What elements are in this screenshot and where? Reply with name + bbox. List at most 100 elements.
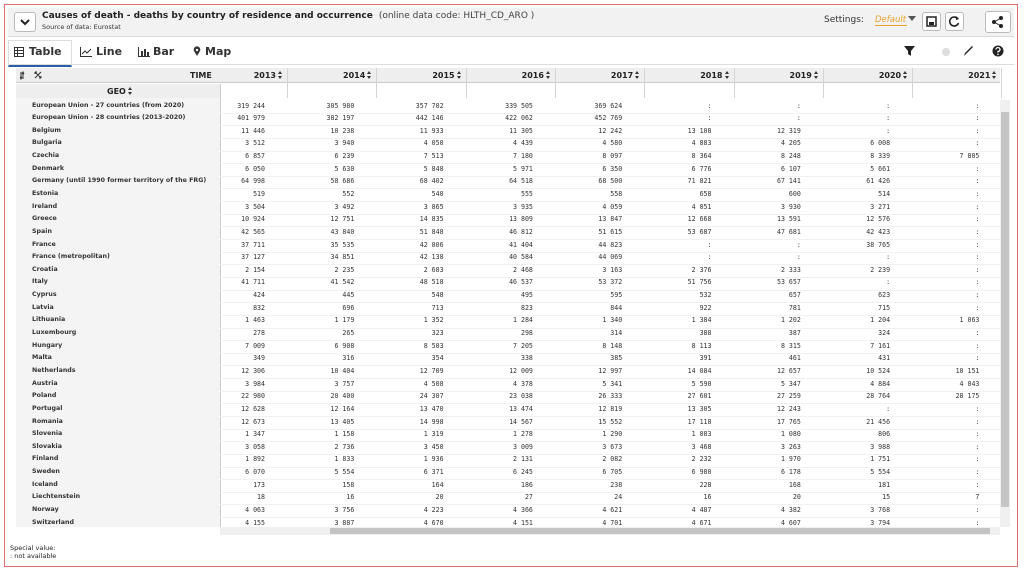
row-line [220,125,1000,127]
row-line [220,466,1000,468]
year-header[interactable]: 2013 [213,71,283,80]
share-icon [992,16,1003,28]
tab-map[interactable]: Map [205,45,232,58]
collapse-button[interactable] [14,12,36,32]
year-header[interactable]: 2017 [570,71,640,80]
cell-value: : [975,404,980,413]
cell-value: : [796,114,801,123]
cell-value: 10 238 [330,126,355,135]
cell-value: 28 764 [866,392,891,401]
cell-value: 844 [610,303,623,312]
cell-value: 3 940 [334,139,355,148]
pivot-icons[interactable] [20,71,46,80]
cell-value: 552 [342,189,355,198]
vertical-thumb[interactable] [1001,112,1009,507]
cell-value: 47 681 [776,227,801,236]
geo-label: Italy [32,278,48,286]
cell-value: : [975,164,980,173]
sort-icon[interactable] [545,71,551,79]
sort-icon[interactable] [367,71,372,79]
geo-label: Latvia [32,303,54,311]
sort-icon[interactable] [635,71,640,79]
cell-value: 388 [699,329,712,338]
help-icon[interactable] [992,45,1004,57]
row-line [220,352,1000,354]
sort-icon[interactable] [903,71,908,79]
cell-value: 8 315 [780,341,801,350]
sort-icon[interactable] [724,71,730,79]
cell-value: 13 847 [598,215,623,224]
geo-label: Slovenia [32,430,63,438]
cell-value: 37 711 [241,240,265,249]
cell-value: 387 [788,329,801,338]
cell-value: 5 971 [513,164,533,173]
cell-value: : [886,126,891,135]
cell-value: 8 097 [602,152,623,161]
cell-value: 11 446 [241,126,265,135]
cell-value: 12 628 [241,404,265,413]
tab-table[interactable]: Table [29,45,62,58]
cell-value: 445 [342,291,355,300]
cell-value: 401 979 [237,114,265,123]
column-divider [1001,68,1003,98]
year-header[interactable]: 2018 [660,71,730,80]
cell-value: 3 271 [870,202,891,211]
cell-value: 2 376 [691,265,712,274]
cell-value: 3 756 [334,505,355,514]
cell-value: 452 769 [594,114,623,123]
edit-icon[interactable] [962,45,974,57]
cell-value: 3 163 [602,265,623,274]
year-header[interactable]: 2019 [749,71,819,80]
geo-label: Netherlands [32,366,76,374]
cell-value: 1 384 [691,316,712,325]
cell-value: : [975,341,980,350]
cell-value: 1 340 [602,316,623,325]
reset-button[interactable] [945,12,964,31]
cell-value: 8 503 [423,341,444,350]
filter-icon[interactable] [904,46,916,57]
cell-value: 2 082 [602,455,623,464]
sort-icon[interactable] [456,71,462,79]
year-label: 2017 [610,71,634,80]
cell-value: 7 180 [513,152,533,161]
cell-value: : [975,442,980,451]
cell-value: 14 084 [687,366,712,375]
share-button[interactable] [985,11,1011,33]
cell-value: 4 050 [423,139,444,148]
cell-value: 38 765 [866,240,891,249]
tab-bar[interactable]: Bar [153,45,175,58]
cell-value: 4 487 [691,505,712,514]
row-line [220,137,1000,139]
cell-value: : [975,253,980,262]
cell-value: 6 350 [602,164,623,173]
sort-icon[interactable] [992,71,997,79]
year-header[interactable]: 2015 [392,71,462,80]
tab-line[interactable]: Line [96,45,123,58]
cell-value: 5 554 [870,468,891,477]
cell-value: 3 794 [870,518,891,527]
cell-value: 422 062 [505,114,533,123]
save-icon [926,16,937,27]
cell-value: 4 223 [423,505,444,514]
sort-icon[interactable] [278,71,283,79]
year-header[interactable]: 2014 [302,71,372,80]
cell-value: 35 535 [330,240,355,249]
cell-value: 13 474 [509,404,533,413]
year-header[interactable]: 2020 [838,71,908,80]
horizontal-thumb[interactable] [330,528,990,534]
settings-dropdown[interactable]: Default [875,15,907,26]
special-value-title: Special value: [10,544,56,552]
cell-value: 4 378 [513,379,533,388]
cell-value: : [975,202,980,211]
cell-value: 832 [253,303,265,312]
year-header[interactable]: 2021 [927,71,997,80]
cell-value: 319 244 [237,101,265,110]
year-header[interactable]: 2016 [481,71,551,80]
sort-icon[interactable] [813,71,819,79]
settings-label: Settings: [824,15,864,25]
save-button[interactable] [922,12,941,31]
title-text: Causes of death - deaths by country of r… [42,11,373,21]
geo-header-label[interactable]: GEO [107,87,133,96]
cell-value: : [975,329,980,338]
cell-value: 3 263 [780,442,801,451]
